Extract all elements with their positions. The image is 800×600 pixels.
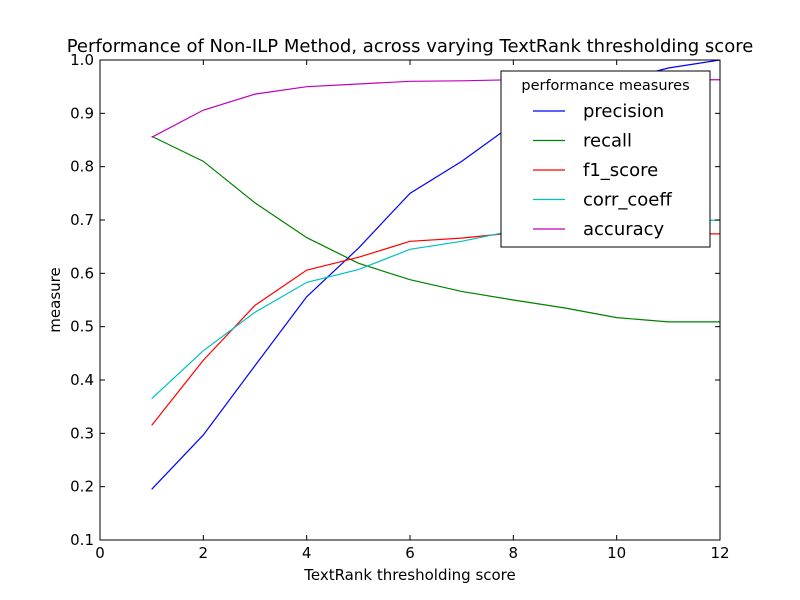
legend-label-accuracy: accuracy — [583, 219, 665, 240]
x-tick-label: 2 — [199, 544, 209, 562]
y-tick-label: 0.5 — [70, 318, 94, 336]
legend-label-precision: precision — [583, 101, 664, 122]
plot-frame — [99, 59, 721, 541]
x-tick-label: 12 — [710, 544, 729, 562]
y-tick-label: 1.0 — [70, 51, 94, 69]
y-tick-label: 0.2 — [70, 478, 94, 496]
y-tick-label: 0.4 — [70, 371, 94, 389]
series-line-f1-score — [151, 227, 720, 426]
chart-title: Performance of Non-ILP Method, across va… — [67, 36, 754, 57]
legend-box — [500, 70, 711, 248]
series-line-recall — [151, 135, 720, 323]
y-tick-label: 0.7 — [70, 211, 94, 229]
y-tick-label: 0.6 — [70, 264, 94, 282]
x-axis-label: TextRank thresholding score — [303, 566, 516, 584]
y-tick-label: 0.1 — [70, 531, 94, 549]
y-axis-label: measure — [46, 267, 64, 332]
x-tick-label: 8 — [509, 544, 519, 562]
y-tick-label: 0.9 — [70, 104, 94, 122]
y-tick-label: 0.3 — [70, 424, 94, 442]
legend: performance measures precision recall f1_s… — [500, 70, 711, 248]
axis-ticks: 0 2 4 6 8 10 12 0.1 0.2 0.3 0.4 0.5 0.6 0.7 0.8 0.9 1.0 — [70, 51, 729, 562]
legend-title: performance measures — [521, 78, 689, 94]
y-tick-label: 0.8 — [70, 158, 94, 176]
x-tick-label: 6 — [405, 544, 415, 562]
legend-label-corr-coeff: corr_coeff — [583, 190, 672, 211]
x-tick-label: 4 — [302, 544, 312, 562]
x-tick-label: 0 — [95, 544, 105, 562]
x-tick-label: 10 — [607, 544, 626, 562]
legend-label-recall: recall — [583, 131, 632, 152]
legend-label-f1-score: f1_score — [583, 160, 658, 181]
